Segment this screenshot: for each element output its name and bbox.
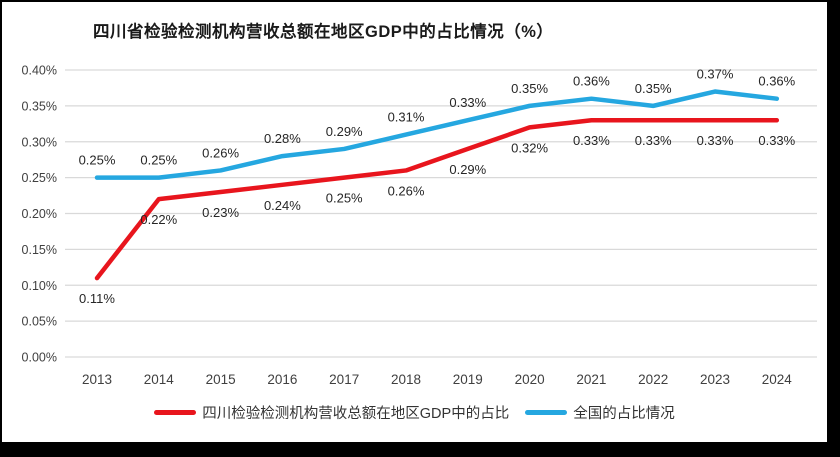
- x-axis-tick-label: 2024: [762, 372, 793, 387]
- data-label: 0.25%: [326, 191, 363, 206]
- legend-label-national: 全国的占比情况: [573, 406, 675, 422]
- data-label: 0.33%: [635, 133, 672, 148]
- national-line-swatch-icon: [525, 410, 568, 415]
- data-label: 0.25%: [79, 153, 116, 168]
- data-label: 0.23%: [202, 205, 239, 220]
- data-label: 0.28%: [264, 131, 301, 146]
- x-axis-tick-label: 2019: [453, 372, 483, 387]
- data-label: 0.24%: [264, 198, 301, 213]
- y-axis-tick-label: 0.15%: [22, 243, 57, 257]
- y-axis-tick-label: 0.00%: [22, 351, 57, 365]
- data-label: 0.33%: [758, 133, 795, 148]
- chart-title: 四川省检验检测机构营收总额在地区GDP中的占比情况（%）: [93, 23, 554, 41]
- sichuan-series-line: [94, 117, 780, 281]
- data-label: 0.22%: [140, 212, 177, 227]
- y-axis-tick-label: 0.35%: [22, 99, 57, 113]
- data-label: 0.36%: [758, 74, 795, 89]
- y-axis-tick-label: 0.10%: [22, 279, 57, 293]
- x-axis-tick-label: 2020: [515, 372, 545, 387]
- chart-legend: 四川检验检测机构营收总额在地区GDP中的占比 全国的占比情况: [2, 402, 827, 423]
- y-axis-tick-label: 0.05%: [22, 315, 57, 329]
- sichuan-line-swatch-icon: [154, 410, 197, 415]
- x-axis-tick-label: 2018: [391, 372, 421, 387]
- data-label: 0.37%: [697, 67, 734, 82]
- data-label: 0.35%: [511, 81, 548, 96]
- line-chart: 0.00% 0.05% 0.10% 0.15% 0.20% 0.25% 0.30% 0.35%…: [22, 64, 817, 387]
- data-label: 0.29%: [326, 124, 363, 139]
- x-axis-tick-label: 2022: [638, 372, 668, 387]
- data-label: 0.26%: [202, 145, 239, 160]
- x-axis-tick-label: 2021: [576, 372, 606, 387]
- legend-label-sichuan: 四川检验检测机构营收总额在地区GDP中的占比: [202, 406, 510, 422]
- data-label: 0.33%: [573, 133, 610, 148]
- data-label: 0.26%: [388, 183, 425, 198]
- x-axis-tick-label: 2013: [82, 372, 112, 387]
- data-label: 0.35%: [635, 81, 672, 96]
- legend-item-national: 全国的占比情况: [525, 402, 675, 423]
- x-axis-tick-label: 2023: [700, 372, 730, 387]
- chart-area: 四川省检验检测机构营收总额在地区GDP中的占比情况（%） 0.00% 0.05% 0…: [2, 2, 827, 442]
- data-label: 0.36%: [573, 74, 610, 89]
- x-axis-tick-label: 2017: [329, 372, 359, 387]
- data-label: 0.25%: [140, 153, 177, 168]
- data-label: 0.11%: [79, 291, 115, 306]
- x-axis-tick-label: 2015: [206, 372, 236, 387]
- data-label: 0.32%: [511, 140, 548, 155]
- y-axis-tick-label: 0.30%: [22, 135, 57, 149]
- data-label: 0.33%: [449, 95, 486, 110]
- data-label: 0.31%: [388, 110, 425, 125]
- data-label: 0.33%: [697, 133, 734, 148]
- y-axis-tick-label: 0.25%: [22, 171, 57, 185]
- x-axis-tick-label: 2016: [267, 372, 297, 387]
- x-axis-tick-label: 2014: [144, 372, 175, 387]
- y-axis-tick-label: 0.20%: [22, 207, 57, 221]
- national-series-line: [94, 89, 780, 180]
- legend-item-sichuan: 四川检验检测机构营收总额在地区GDP中的占比: [154, 402, 509, 423]
- data-label: 0.29%: [449, 162, 486, 177]
- y-axis-tick-label: 0.40%: [22, 64, 57, 78]
